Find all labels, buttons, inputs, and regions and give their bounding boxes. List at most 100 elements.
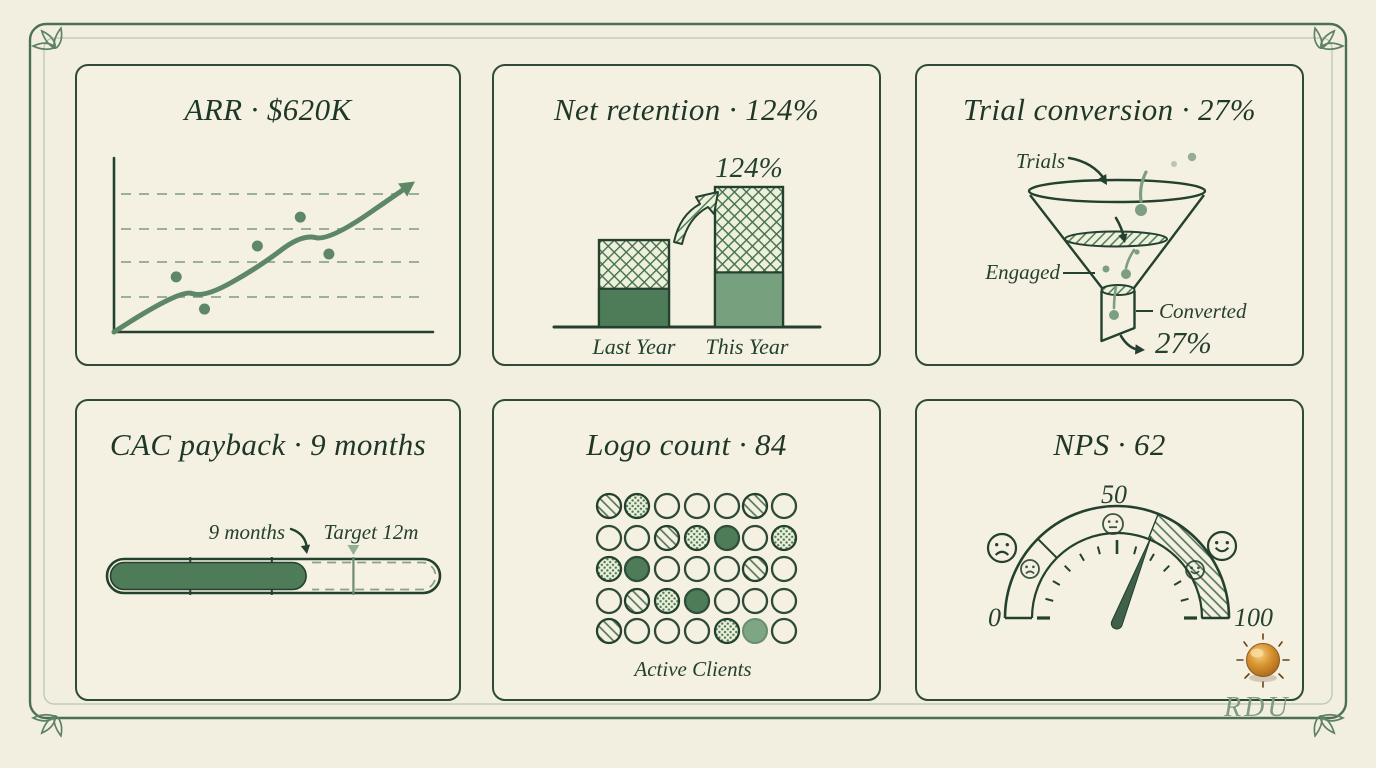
panel-nps-title: NPS · 62	[1053, 427, 1166, 462]
logo-count-pictogram: Active Clients	[595, 492, 798, 681]
client-dot-hatch	[741, 492, 769, 520]
watermark: RDU	[1224, 692, 1291, 723]
client-dot-solid	[683, 587, 711, 615]
arrowhead-icon	[1097, 174, 1107, 185]
client-dot-hatch	[623, 587, 651, 615]
client-dot-empty	[741, 524, 769, 552]
gauge-tick	[1096, 546, 1101, 555]
scatter-dot	[323, 248, 335, 260]
outer-border	[28, 22, 1348, 720]
panel-net-retention-title: Net retention · 124%	[553, 92, 820, 127]
arrow-trials	[1067, 156, 1107, 182]
client-dot-empty	[595, 524, 623, 552]
scatter-dot	[251, 240, 263, 252]
inner-border-line	[43, 37, 1333, 705]
client-dot-dots	[595, 555, 623, 583]
droplet-tail	[1138, 170, 1148, 203]
arrowhead-icon	[398, 181, 416, 197]
panel-net-retention: Net retention · 124% Last Year 124% This Y…	[492, 64, 881, 366]
client-dot-solid	[623, 555, 651, 583]
droplet-icon	[1135, 204, 1147, 216]
trend-line	[111, 182, 413, 335]
gauge-tick	[1045, 597, 1054, 602]
funnel-side	[1133, 194, 1205, 289]
progress-fill	[109, 561, 307, 591]
panel-logo-count-title: Logo count · 84	[586, 427, 787, 462]
client-dot-empty	[653, 492, 681, 520]
client-dot-hatch	[595, 617, 623, 645]
panel-trial-conversion-title: Trial conversion · 27%	[963, 92, 1256, 127]
client-dot-dots	[623, 492, 651, 520]
client-dot-dots	[653, 587, 681, 615]
target-label: Target 12m	[324, 520, 419, 544]
droplet-icon	[1102, 265, 1110, 273]
panel-arr: ARR · $620K	[75, 64, 461, 366]
gauge-tick	[1079, 553, 1085, 562]
gauge-tick	[1180, 597, 1189, 602]
funnel-mouth	[1027, 178, 1207, 204]
arr-line-chart	[111, 156, 435, 335]
gauge-tick	[1133, 546, 1138, 555]
progress-remainder-dashed	[312, 561, 437, 591]
gauge-divider	[1037, 538, 1058, 559]
funnel-label-converted: Converted	[1159, 299, 1247, 323]
gauge-outer-arc	[1003, 504, 1231, 619]
panel-nps: NPS · 62 0 50 100	[915, 399, 1304, 701]
panel-arr-title: ARR · $620K	[184, 92, 352, 127]
funnel-spout	[1100, 291, 1136, 343]
client-dot-hatch	[741, 555, 769, 583]
growth-arrow-icon	[673, 191, 719, 245]
sad-face-icon	[986, 532, 1018, 564]
neutral-face-icon	[1102, 513, 1124, 535]
gauge-tick	[1149, 553, 1155, 562]
funnel-label-trials: Trials	[1016, 149, 1065, 173]
client-dot-empty	[683, 492, 711, 520]
panel-trial-conversion: Trial conversion · 27% Trials Engaged Conv…	[915, 64, 1304, 366]
cac-payback-progress-bar: 9 months Target 12m	[105, 520, 442, 595]
panel-logo-count: Logo count · 84 Active Clients	[492, 399, 881, 701]
droplet-icon	[1121, 269, 1131, 279]
client-dot-dots	[770, 524, 798, 552]
client-dot-empty	[683, 555, 711, 583]
gauge-tick	[1063, 564, 1072, 573]
gauge-needle	[1110, 536, 1152, 630]
funnel-spout-top	[1100, 284, 1136, 296]
gauge-tick	[1052, 580, 1061, 586]
happy-face-icon	[1206, 530, 1238, 562]
client-dot-dots	[713, 617, 741, 645]
client-dot-empty	[770, 587, 798, 615]
bar-solid-segment	[597, 287, 671, 329]
client-dot-solid_light	[742, 618, 768, 644]
droplet-icon	[1134, 249, 1140, 255]
client-dot-hatch	[653, 524, 681, 552]
funnel-result-value: 27%	[1155, 325, 1212, 360]
net-retention-bar-chart: Last Year 124% This Year	[552, 152, 822, 359]
client-dot-empty	[713, 492, 741, 520]
client-dot-empty	[623, 524, 651, 552]
client-dot-empty	[770, 555, 798, 583]
panel-cac-payback-title: CAC payback · 9 months	[109, 427, 427, 462]
gauge-max-label: 100	[1234, 603, 1273, 632]
scatter-dot	[294, 211, 306, 223]
bar-value-label: 124%	[715, 152, 783, 184]
bar-solid-segment	[713, 271, 785, 329]
pictogram-caption: Active Clients	[632, 657, 751, 681]
client-dot-empty	[713, 587, 741, 615]
droplet-icon	[1187, 152, 1197, 162]
gauge-tick	[1173, 580, 1182, 586]
client-dot-empty	[713, 555, 741, 583]
gauge-min-label: 0	[988, 603, 1001, 632]
client-dot-empty	[741, 587, 769, 615]
scatter-dot	[199, 303, 211, 315]
gauge-tick	[1162, 564, 1171, 573]
client-dot-empty	[683, 617, 711, 645]
funnel-engaged-band	[1064, 230, 1168, 248]
client-dot-empty	[653, 617, 681, 645]
scatter-dot	[170, 271, 182, 283]
client-dot-solid	[713, 524, 741, 552]
arrowhead-icon	[300, 544, 311, 554]
client-dot-empty	[595, 587, 623, 615]
sad-face-icon	[1020, 559, 1040, 579]
bar-category-label: Last Year	[592, 334, 676, 359]
